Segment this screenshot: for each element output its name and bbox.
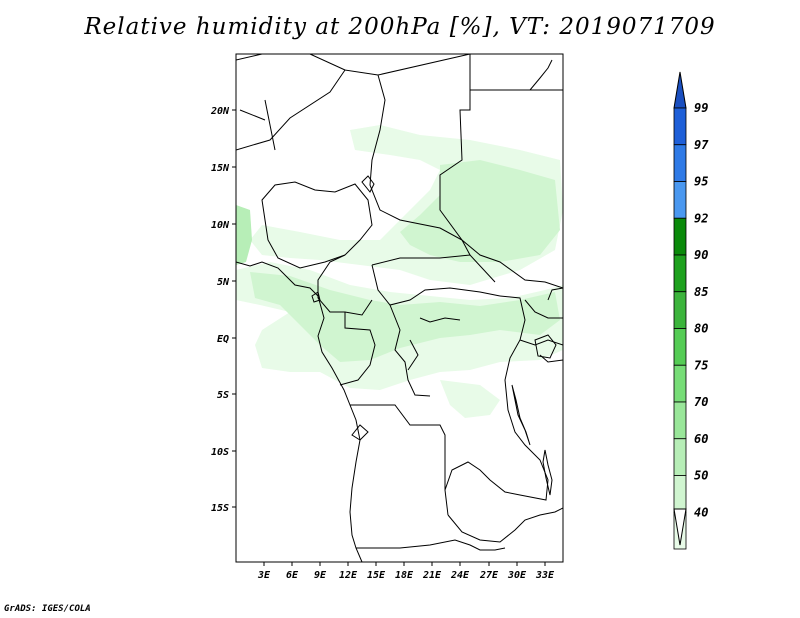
lat-label: 10S xyxy=(211,447,229,458)
colorbar: 99 97 95 92 90 85 80 75 70 60 50 40 xyxy=(673,71,709,550)
colorbar-cell xyxy=(673,438,687,476)
border-cameroon xyxy=(317,254,373,316)
border-zambia xyxy=(447,507,563,543)
lat-labels: 20N 15N 10N 5N EQ 5S 10S 15S xyxy=(210,106,230,514)
red-sea-coast xyxy=(529,59,553,91)
colorbar-cell xyxy=(673,291,687,329)
colorbar-label: 50 xyxy=(694,469,708,483)
rh-50-band-equator xyxy=(250,272,560,362)
lon-label: 6E xyxy=(286,570,299,581)
lat-label: 15N xyxy=(211,163,230,174)
colorbar-label: 97 xyxy=(694,138,709,152)
colorbar-cell xyxy=(673,107,687,146)
colorbar-label: 80 xyxy=(694,322,708,336)
lat-label: 15S xyxy=(211,503,229,514)
lake-malawi xyxy=(542,449,553,496)
lon-label: 24E xyxy=(450,570,470,581)
colorbar-label: 60 xyxy=(694,432,708,446)
colorbar-label: 85 xyxy=(694,285,708,299)
coastline-west xyxy=(236,261,363,562)
border-sudan xyxy=(439,54,563,289)
lake-tanganyika xyxy=(511,384,531,446)
colorbar-cell xyxy=(673,328,687,366)
bioko-island xyxy=(311,291,321,303)
colorbar-top-arrow xyxy=(673,71,687,109)
border-angola xyxy=(350,404,446,490)
lon-axis xyxy=(263,562,546,566)
border-east-africa xyxy=(519,287,563,363)
rh-40-south-patch xyxy=(440,380,500,418)
rh-60-west-coast xyxy=(236,205,252,265)
lon-label: 30E xyxy=(507,570,527,581)
colorbar-cell xyxy=(673,475,687,513)
lake-chad xyxy=(361,175,375,193)
border-algeria-libya xyxy=(236,54,346,151)
colorbar-cell xyxy=(673,401,687,440)
colorbar-cell xyxy=(673,181,687,219)
colorbar-bottom-arrow xyxy=(673,508,687,546)
lon-label: 9E xyxy=(314,570,327,581)
colorbar-label: 90 xyxy=(694,248,708,262)
congo-river xyxy=(407,317,461,371)
border-namibia xyxy=(356,539,506,551)
lon-label: 33E xyxy=(535,570,555,581)
lon-label: 3E xyxy=(257,570,271,581)
lon-label: 21E xyxy=(422,570,442,581)
border-chad xyxy=(369,54,471,256)
lon-label: 12E xyxy=(339,570,358,581)
lon-label: 27E xyxy=(479,570,499,581)
lat-label: 5S xyxy=(217,390,229,401)
border-congo xyxy=(339,304,431,397)
colorbar-label: 92 xyxy=(694,211,708,225)
lake-victoria xyxy=(534,334,557,359)
colorbar-label: 40 xyxy=(694,505,708,519)
lon-label: 18E xyxy=(395,570,414,581)
country-borders xyxy=(236,54,563,562)
colorbar-cell xyxy=(673,217,687,256)
colorbar-label: 99 xyxy=(694,101,708,115)
chart-title: Relative humidity at 200hPa [%], VT: 201… xyxy=(84,14,716,40)
lon-labels: 3E 6E 9E 12E 15E 18E 21E 24E 27E 30E 33E xyxy=(257,570,555,581)
colorbar-cell xyxy=(673,254,687,293)
map-frame xyxy=(235,53,564,563)
lon-label: 15E xyxy=(367,570,386,581)
grads-credit: GrADS: IGES/COLA xyxy=(4,604,91,614)
colorbar-labels: 99 97 95 92 90 85 80 75 70 60 50 40 xyxy=(694,101,709,519)
colorbar-cell xyxy=(673,144,687,182)
border-car xyxy=(371,254,501,306)
colorbar-label: 75 xyxy=(694,358,708,372)
lat-label: 10N xyxy=(211,220,230,231)
border-nigeria xyxy=(261,181,373,269)
colorbar-cells xyxy=(673,107,687,550)
colorbar-label: 95 xyxy=(694,175,708,189)
colorbar-cell xyxy=(673,364,687,403)
border-niger xyxy=(236,69,379,151)
lat-label: 5N xyxy=(217,277,230,288)
colorbar-label: 70 xyxy=(694,395,708,409)
lat-label: EQ xyxy=(217,334,229,345)
lat-axis xyxy=(232,109,236,508)
lat-label: 20N xyxy=(210,106,230,117)
rh-50-band-north xyxy=(400,160,560,262)
